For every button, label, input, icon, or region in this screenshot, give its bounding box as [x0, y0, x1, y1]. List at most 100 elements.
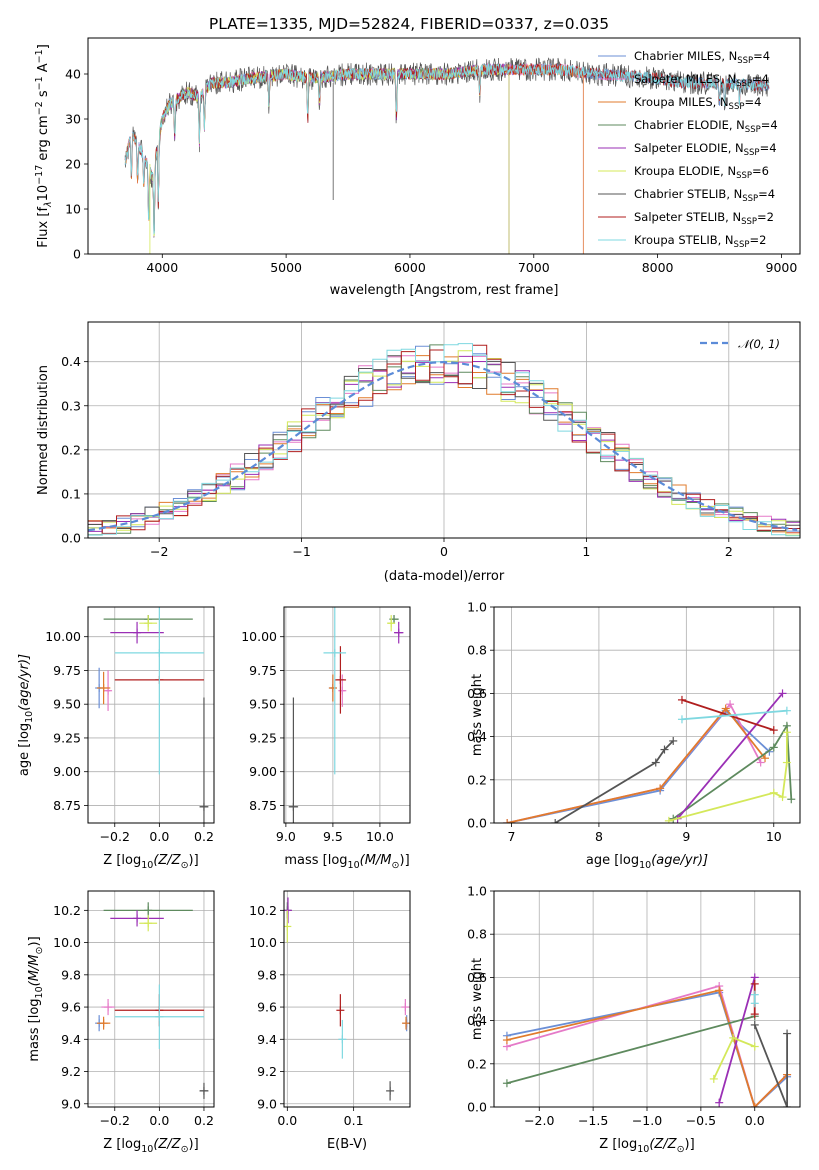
- weight-vs-Z-xtick-label: −2.0: [524, 1113, 554, 1128]
- weight-line: [506, 1015, 755, 1085]
- legend-label: Chabrier STELIB, NSSP=4: [634, 187, 775, 204]
- legend-label: Chabrier ELODIE, NSSP=4: [634, 118, 778, 135]
- weight-vs-Z-xtick-label: 0.0: [745, 1113, 765, 1128]
- spectrum-line: [149, 62, 510, 254]
- errorbar-point: [334, 646, 347, 714]
- age-vs-mass-xlabel: mass [log10(M/M⊙)]: [284, 853, 409, 871]
- age-vs-Z-xlabel: Z [log10(Z/Z⊙)]: [103, 853, 198, 871]
- errorbar-point: [323, 607, 347, 775]
- errorbar-point: [101, 999, 115, 1016]
- residuals-axes: −2 −1 0 1 2 0.0 0.1 0.2 0.3 0.4: [61, 321, 801, 559]
- mass-vs-EBV-axes: 0.0 0.1 9.0 9.2 9.4 9.6 9.8 10.0 10.2: [249, 890, 411, 1128]
- spectrum-xtick-label: 4000: [146, 260, 178, 275]
- errorbar-point: [288, 697, 299, 823]
- spectrum-xtick-label: 8000: [642, 260, 674, 275]
- legend-label: Chabrier MILES, NSSP=4: [634, 49, 770, 66]
- weight-vs-Z-ylabel: mass weight: [470, 958, 485, 1040]
- mass-vs-Z-ytick-label: 9.2: [61, 1064, 81, 1079]
- weight-line: [506, 989, 788, 1107]
- mass-vs-Z-xtick-label: 0.2: [194, 1113, 214, 1128]
- age-vs-mass-ytick-label: 8.75: [249, 798, 277, 813]
- weight-vs-Z-ytick-label: 1.0: [467, 884, 487, 899]
- spectrum-ytick-label: 0: [73, 247, 81, 262]
- mass-vs-EBV-plot: [284, 897, 410, 1101]
- spectrum-xtick-label: 9000: [766, 260, 798, 275]
- age-vs-Z-plot: [95, 607, 209, 823]
- mass-vs-EBV-ytick-label: 9.2: [257, 1064, 277, 1079]
- weight-vs-age-xlabel: age [log10(age/yr)]: [586, 853, 708, 871]
- weight-vs-age-plot: [503, 689, 796, 823]
- legend-label: Kroupa STELIB, NSSP=2: [634, 233, 766, 250]
- age-vs-Z-xtick-label: −0.2: [100, 829, 130, 844]
- mass-vs-Z-axes: −0.2 0.0 0.2 9.0 9.2 9.4 9.6 9.8 10.0 10.2: [53, 890, 215, 1128]
- age-vs-mass-ytick-label: 9.25: [249, 730, 277, 745]
- spectrum-ytick-label: 20: [65, 157, 81, 172]
- weight-line: [676, 692, 784, 820]
- weight-vs-age-ytick-label: 0.8: [467, 643, 487, 658]
- errorbar-point: [402, 1016, 410, 1030]
- mass-vs-EBV-ytick-label: 10.0: [249, 935, 277, 950]
- weight-line: [753, 1024, 788, 1107]
- weight-vs-Z-ytick-label: 0.2: [467, 1056, 487, 1071]
- age-vs-Z-ytick-label: 9.00: [53, 764, 81, 779]
- age-vs-Z-xtick-label: 0.0: [149, 829, 169, 844]
- mass-vs-EBV-ytick-label: 9.4: [257, 1032, 277, 1047]
- normal-legend-label: 𝒩(0, 1): [738, 337, 780, 351]
- mass-vs-Z-frame: [87, 890, 215, 1108]
- residuals-ytick-label: 0.2: [61, 442, 81, 457]
- weight-vs-age-ytick-label: 1.0: [467, 600, 487, 615]
- mass-vs-Z-ytick-label: 9.0: [61, 1096, 81, 1111]
- residuals-ytick-label: 0.1: [61, 486, 81, 501]
- spectrum-frame: [87, 37, 801, 255]
- weight-vs-age-xtick-label: 8: [595, 829, 603, 844]
- residuals-xtick-label: −1: [292, 544, 310, 559]
- spectrum-line: [149, 63, 510, 254]
- errorbar-point: [336, 994, 345, 1027]
- age-vs-mass-ytick-label: 9.75: [249, 663, 277, 678]
- errorbar-point: [394, 621, 404, 644]
- weight-vs-Z-axes: −2.0 −1.5 −1.0 −0.5 0.0 0.0 0.2 0.4 0.6 0.8 1.0: [467, 884, 801, 1128]
- mass-vs-Z-ytick-label: 9.8: [61, 967, 81, 982]
- mass-vs-EBV-xtick-label: 0.1: [344, 1113, 364, 1128]
- age-vs-Z-ytick-label: 8.75: [53, 798, 81, 813]
- age-vs-Z-ytick-label: 9.50: [53, 697, 81, 712]
- mass-vs-EBV-ytick-label: 9.8: [257, 967, 277, 982]
- normal-curve: [88, 360, 798, 532]
- weight-vs-age-ytick-label: 0.2: [467, 772, 487, 787]
- weight-vs-age-ylabel: mass weight: [470, 674, 485, 756]
- mass-vs-EBV-xlabel: E(B-V): [327, 1137, 367, 1152]
- weight-vs-age-axes: 7 8 9 10 0.0 0.2 0.4 0.6 0.8 1.0: [467, 600, 801, 844]
- errorbar-point: [338, 1019, 347, 1059]
- legend-label: Kroupa ELODIE, NSSP=6: [634, 164, 769, 181]
- weight-vs-Z-ytick-label: 0.6: [467, 970, 487, 985]
- residuals-xtick-label: 0: [440, 544, 448, 559]
- spectrum-xlabel: wavelength [Angstrom, rest frame]: [330, 283, 559, 298]
- spectrum-plot: [124, 57, 770, 254]
- errorbar-point: [199, 1082, 209, 1099]
- errorbar-point: [401, 999, 410, 1016]
- mass-vs-Z-ylabel: mass [log10(M/M⊙)]: [27, 936, 45, 1061]
- errorbar-point: [96, 1016, 111, 1030]
- weight-line: [681, 709, 787, 721]
- weight-vs-age-frame: [493, 606, 801, 824]
- errorbar-point: [96, 671, 111, 705]
- spectrum-ytick-label: 30: [65, 112, 81, 127]
- errorbar-point: [110, 621, 164, 644]
- mass-vs-Z-xtick-label: −0.2: [100, 1113, 130, 1128]
- legend-label: Salpeter MILES, NSSP=4: [634, 72, 769, 89]
- age-vs-Z-xtick-label: 0.2: [194, 829, 214, 844]
- errorbar-point: [139, 615, 158, 632]
- residuals-xlabel: (data-model)/error: [384, 569, 505, 584]
- weight-vs-Z-ytick-label: 0.4: [467, 1013, 487, 1028]
- mass-vs-Z-ytick-label: 10.0: [53, 935, 81, 950]
- age-vs-mass-xtick-label: 9.0: [276, 829, 296, 844]
- age-vs-Z-ytick-label: 9.75: [53, 663, 81, 678]
- age-vs-Z-axes: −0.2 0.0 0.2 8.75 9.00 9.25 9.50 9.75 10.00: [45, 606, 215, 844]
- age-vs-mass-frame: [283, 606, 411, 824]
- age-vs-mass-ytick-label: 10.00: [241, 629, 277, 644]
- errorbar-point: [386, 1081, 395, 1101]
- residuals-ylabel: Normed distribution: [36, 365, 51, 495]
- spectrum-line: [124, 62, 770, 235]
- spectrum-legend: Chabrier MILES, NSSP=4 Salpeter MILES, NS…: [598, 49, 778, 250]
- weight-vs-age-xtick-label: 7: [508, 829, 516, 844]
